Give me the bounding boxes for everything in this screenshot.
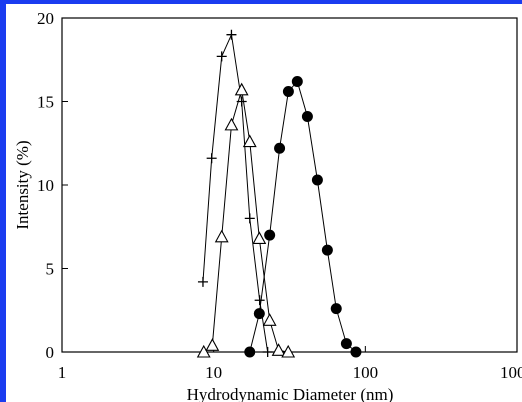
marker-triangle <box>234 82 249 96</box>
marker-triangle <box>205 338 220 351</box>
y-tick-label: 20 <box>37 9 54 28</box>
x-tick-label: 100 <box>353 363 379 382</box>
y-tick-label: 15 <box>37 93 54 112</box>
marker-triangle <box>224 117 239 131</box>
marker-triangle <box>214 229 229 243</box>
frame-top <box>0 0 522 4</box>
marker-triangle <box>271 343 286 356</box>
series-line <box>202 32 269 353</box>
marker-circle <box>264 229 276 241</box>
marker-circle <box>244 346 256 358</box>
marker-circle <box>321 244 333 256</box>
x-tick-label: 10 <box>205 363 222 382</box>
marker-plus <box>216 51 227 62</box>
y-tick-label: 10 <box>37 176 54 195</box>
marker-plus <box>244 213 255 224</box>
y-tick-label: 5 <box>46 260 55 279</box>
marker-plus <box>206 153 217 164</box>
marker-plus <box>197 276 208 287</box>
marker-circle <box>311 174 323 186</box>
y-axis-label: Intensity (%) <box>13 140 32 229</box>
marker-circle <box>350 346 362 358</box>
marker-circle <box>301 111 313 123</box>
series-line <box>249 80 357 353</box>
marker-plus <box>262 347 273 357</box>
marker-triangle <box>281 344 296 358</box>
marker-triangle <box>252 231 267 244</box>
marker-circle <box>274 142 286 154</box>
marker-circle <box>291 75 303 87</box>
series-line <box>203 89 289 353</box>
x-axis-label: Hydrodynamic Diameter (nm) <box>187 385 394 402</box>
marker-circle <box>330 303 342 315</box>
marker-triangle <box>196 344 211 358</box>
marker-triangle <box>242 134 257 148</box>
frame-left <box>0 0 6 402</box>
marker-circle <box>340 338 352 350</box>
marker-circle <box>282 85 294 97</box>
x-tick-label: 1000 <box>500 363 522 382</box>
y-tick-label: 0 <box>46 343 55 362</box>
marker-plus <box>254 295 265 306</box>
marker-triangle <box>262 313 277 326</box>
marker-circle <box>253 308 265 320</box>
x-tick-label: 1 <box>58 363 67 382</box>
marker-plus <box>226 29 237 40</box>
